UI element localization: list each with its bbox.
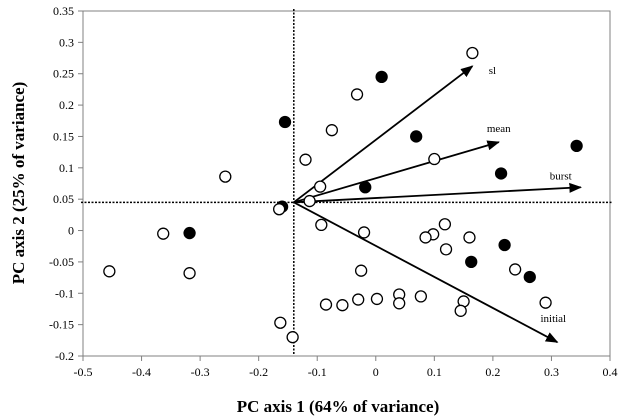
data-points xyxy=(103,46,583,344)
open-point xyxy=(336,299,349,312)
filled-point xyxy=(410,130,423,143)
y-tick-label: 0.35 xyxy=(53,4,74,18)
filled-point xyxy=(183,226,196,240)
vector-label-sl: sl xyxy=(489,65,496,77)
x-tick-label: 0.2 xyxy=(485,365,500,379)
y-tick-label: 0 xyxy=(68,224,74,238)
open-point xyxy=(325,124,339,137)
loading-vectors: sl mean burst initial xyxy=(293,65,582,343)
filled-point xyxy=(375,70,388,84)
open-point xyxy=(393,297,406,310)
x-tick-label: -0.3 xyxy=(191,365,210,379)
reference-lines xyxy=(81,9,612,354)
filled-point xyxy=(465,255,478,269)
y-tick-label: -0.1 xyxy=(55,286,74,300)
x-tick-label: 0.3 xyxy=(544,365,559,379)
y-axis-title: PC axis 2 (25% of variance) xyxy=(9,82,28,285)
x-tick-label: -0.1 xyxy=(308,365,327,379)
open-point xyxy=(299,153,312,166)
open-point xyxy=(419,231,432,244)
open-point xyxy=(315,218,328,232)
plot-area-frame xyxy=(82,10,611,357)
open-point xyxy=(313,180,327,193)
open-point xyxy=(286,331,299,344)
vector-label-mean: mean xyxy=(487,123,511,135)
open-point xyxy=(350,88,364,101)
y-tick-label: 0.15 xyxy=(53,129,74,143)
open-point xyxy=(454,304,467,317)
y-tick-label: -0.15 xyxy=(49,318,74,332)
y-axis-ticks: 0.35 0.3 0.25 0.2 0.15 0.1 0.05 0 -0.05 -0.1 -0.15… xyxy=(49,4,83,363)
vector-label-burst: burst xyxy=(550,170,572,182)
loading-vector-mean xyxy=(293,140,500,204)
open-point xyxy=(274,316,287,329)
open-point xyxy=(352,293,365,306)
open-point xyxy=(439,243,453,256)
open-point xyxy=(273,203,286,216)
open-point xyxy=(370,292,384,306)
filled-point xyxy=(359,181,372,194)
open-point xyxy=(508,263,522,276)
filled-point xyxy=(523,270,536,284)
y-tick-label: 0.3 xyxy=(59,35,74,49)
open-point xyxy=(157,227,170,240)
filled-point xyxy=(570,139,583,153)
x-tick-label: -0.4 xyxy=(132,365,151,379)
open-point xyxy=(438,218,452,231)
x-tick-label: 0.4 xyxy=(603,365,618,379)
open-point xyxy=(539,296,552,309)
open-point xyxy=(219,170,232,183)
filled-point xyxy=(498,238,511,252)
open-point xyxy=(319,298,333,311)
open-point xyxy=(354,264,368,277)
x-tick-label: 0.1 xyxy=(427,365,442,379)
loading-vector-initial xyxy=(293,201,559,343)
open-point xyxy=(414,290,428,303)
open-point xyxy=(463,231,476,244)
x-tick-label: 0 xyxy=(373,365,379,379)
x-tick-label: -0.5 xyxy=(74,365,93,379)
filled-point xyxy=(494,167,508,180)
open-point xyxy=(428,152,441,166)
x-tick-label: -0.2 xyxy=(249,365,268,379)
loading-vector-sl xyxy=(293,65,474,204)
open-point xyxy=(466,46,479,60)
y-tick-label: 0.1 xyxy=(59,161,74,175)
loading-vector-burst xyxy=(293,182,582,204)
open-point xyxy=(357,226,371,239)
open-point xyxy=(183,267,196,280)
y-tick-label: 0.2 xyxy=(59,98,74,112)
vector-label-initial: initial xyxy=(540,313,566,325)
y-tick-label: -0.2 xyxy=(55,349,74,363)
y-tick-label: 0.05 xyxy=(53,192,74,206)
x-axis-title: PC axis 1 (64% of variance) xyxy=(237,397,440,416)
x-axis-ticks: -0.5 -0.4 -0.3 -0.2 -0.1 0 0.1 0.2 0.3 0.4 xyxy=(74,356,618,379)
y-tick-label: -0.05 xyxy=(49,255,74,269)
open-point xyxy=(303,194,316,208)
open-point xyxy=(103,265,116,278)
filled-point xyxy=(278,115,292,129)
y-tick-label: 0.25 xyxy=(53,67,74,81)
